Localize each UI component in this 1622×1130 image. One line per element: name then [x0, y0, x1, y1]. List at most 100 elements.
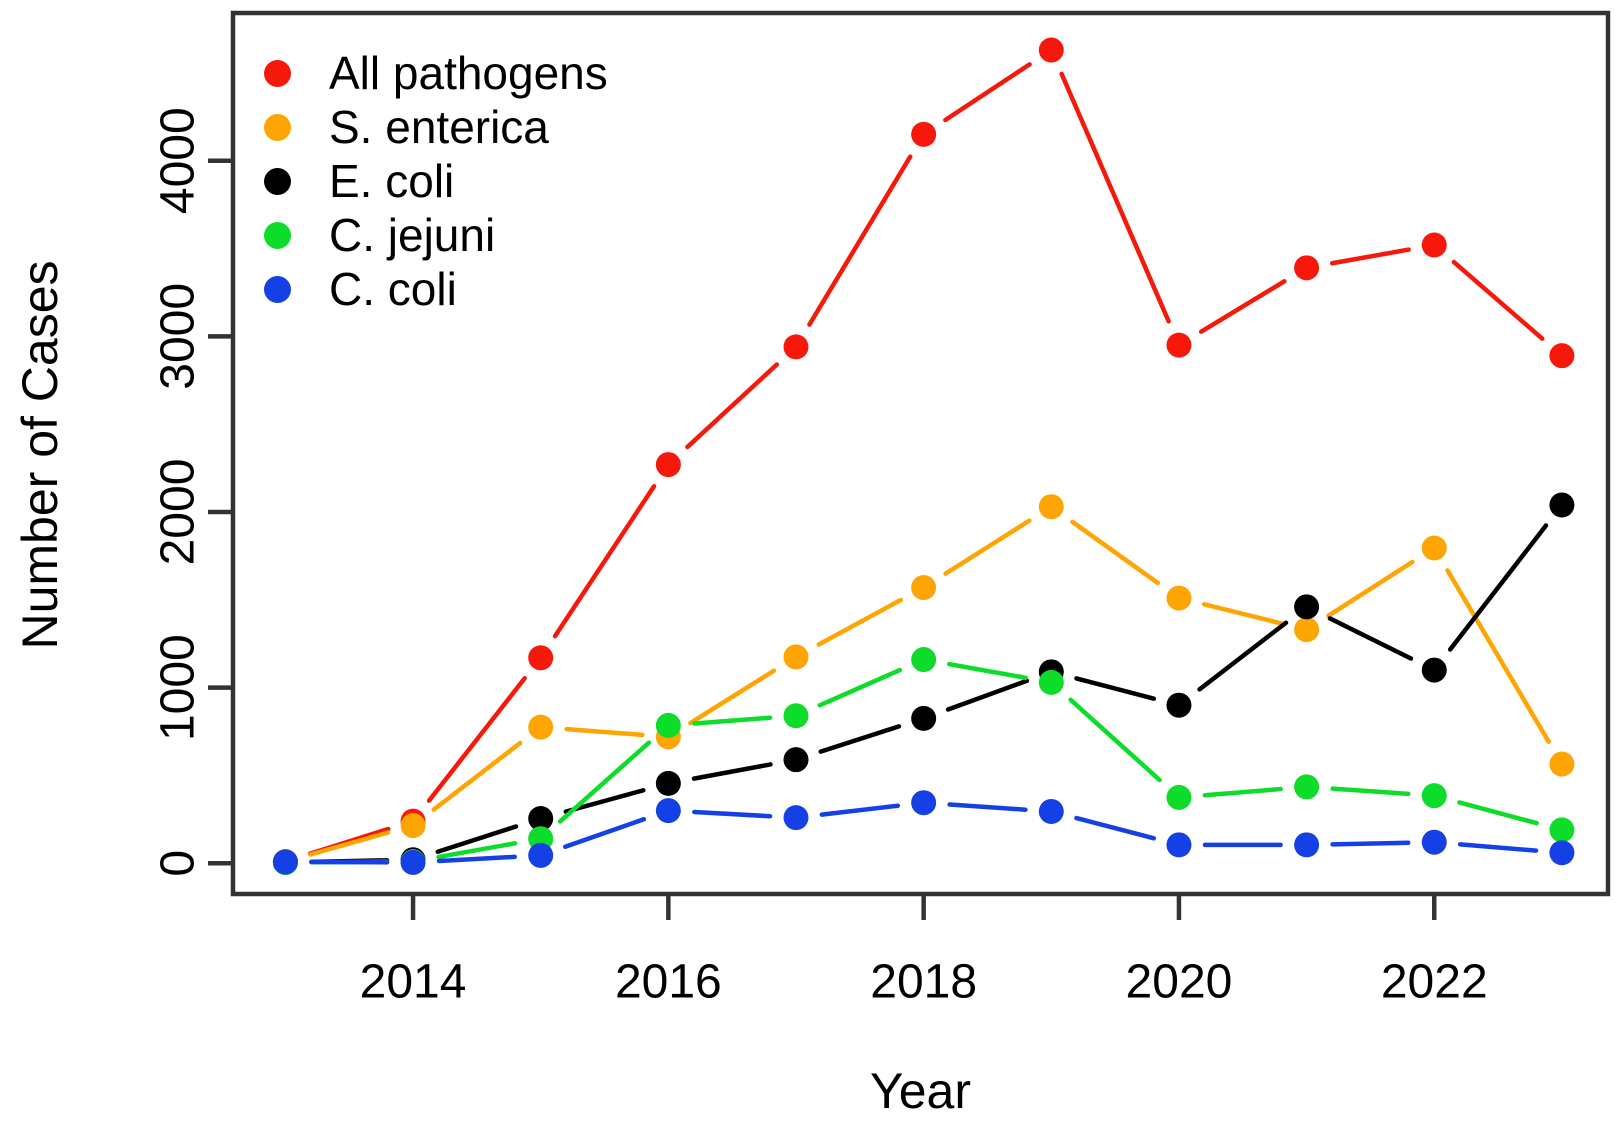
- data-point-marker: [911, 790, 937, 816]
- y-tick-label: 2000: [152, 459, 205, 566]
- data-point-marker: [528, 714, 554, 740]
- legend-item-c-coli: C. coli: [252, 262, 608, 316]
- data-point-marker: [1166, 784, 1192, 810]
- data-point-marker: [1549, 840, 1575, 866]
- data-point-marker: [1038, 798, 1064, 824]
- series-line-segment: [435, 824, 519, 855]
- series-line-segment: [1198, 279, 1287, 334]
- series-line-segment: [807, 154, 913, 327]
- data-point-marker: [1038, 669, 1064, 695]
- plot-frame: [230, 10, 1611, 897]
- series-line-segment: [1201, 602, 1284, 626]
- data-point-marker: [911, 647, 937, 673]
- data-point-marker: [783, 805, 809, 831]
- series-line-segment: [1330, 840, 1411, 847]
- data-point-marker: [1294, 832, 1320, 858]
- legend-label: All pathogens: [329, 47, 608, 99]
- data-point-marker: [1166, 832, 1192, 858]
- data-point-marker: [783, 334, 809, 360]
- data-point-marker: [1294, 255, 1320, 281]
- series-line-segment: [1457, 800, 1540, 826]
- y-tick-label: 4000: [152, 107, 205, 214]
- data-point-marker: [272, 849, 298, 875]
- x-tick-label: 2022: [1381, 956, 1488, 1009]
- series-line-segment: [947, 802, 1028, 812]
- series-line-segment: [691, 762, 773, 781]
- legend-marker-icon: [264, 275, 291, 303]
- series-line-segment: [564, 726, 645, 738]
- legend-item-c-jejuni: C. jejuni: [252, 208, 608, 262]
- legend-label: C. jejuni: [329, 209, 496, 261]
- series-line-segment: [1197, 620, 1289, 692]
- series-line-segment: [1330, 786, 1411, 797]
- x-axis-title: Year: [869, 1063, 972, 1119]
- series-line-segment: [436, 841, 518, 860]
- series-line-segment: [562, 816, 647, 850]
- legend-marker-icon: [264, 59, 291, 87]
- series-line-segment: [945, 678, 1030, 712]
- data-point-marker: [1421, 232, 1447, 258]
- series-line-segment: [1074, 815, 1157, 841]
- data-point-marker: [400, 813, 426, 839]
- data-point-marker: [1294, 774, 1320, 800]
- series-line-segment: [946, 661, 1028, 681]
- y-tick-label: 3000: [152, 283, 205, 390]
- data-point-marker: [1166, 332, 1192, 358]
- series-line-segment: [943, 518, 1032, 576]
- data-point-marker: [911, 575, 937, 601]
- x-tick-label: 2014: [360, 956, 467, 1009]
- data-point-marker: [1294, 594, 1320, 620]
- data-point-marker: [1421, 535, 1447, 561]
- data-point-marker: [655, 452, 681, 478]
- data-point-marker: [1549, 817, 1575, 843]
- data-point-marker: [1549, 343, 1575, 369]
- data-point-marker: [528, 842, 554, 868]
- series-line-segment: [688, 668, 777, 726]
- data-point-marker: [655, 712, 681, 738]
- data-point-marker: [783, 747, 809, 773]
- y-tick-label: 0: [152, 850, 205, 877]
- series-line-segment: [1070, 519, 1161, 586]
- series-line-segment: [1326, 559, 1415, 618]
- data-point-marker: [1549, 492, 1575, 518]
- series-line-segment: [426, 676, 527, 803]
- series-line-segment: [692, 809, 773, 819]
- data-point-marker: [1421, 829, 1447, 855]
- data-point-marker: [1038, 37, 1064, 63]
- series-line-segment: [1059, 71, 1171, 324]
- legend-item-all-pathogens: All pathogens: [252, 46, 608, 100]
- series-line-segment: [563, 788, 646, 814]
- legend: All pathogens S. enterica E. coli C. jej…: [252, 46, 608, 316]
- series-line-segment: [1445, 568, 1551, 744]
- data-point-marker: [911, 121, 937, 147]
- data-point-marker: [911, 705, 937, 731]
- series-line-segment: [1068, 697, 1162, 783]
- data-point-marker: [400, 849, 426, 875]
- series-line-segment: [1447, 523, 1549, 652]
- series-line-segment: [1451, 259, 1545, 341]
- x-tick-label: 2018: [870, 956, 977, 1009]
- series-line-segment: [308, 830, 391, 857]
- data-point-marker: [1421, 657, 1447, 683]
- data-point-marker: [528, 645, 554, 671]
- data-point-marker: [1421, 783, 1447, 809]
- legend-marker-icon: [264, 167, 291, 195]
- series-line-segment: [1329, 247, 1411, 266]
- data-point-marker: [1166, 585, 1192, 611]
- data-point-marker: [1549, 751, 1575, 777]
- series-line-segment: [816, 597, 904, 647]
- series-line-segment: [1074, 676, 1157, 701]
- legend-item-s-enterica: S. enterica: [252, 100, 608, 154]
- series-line-segment: [1327, 616, 1414, 661]
- series-line-segment: [818, 724, 902, 754]
- legend-label: S. enterica: [329, 101, 549, 153]
- series-line-segment: [817, 667, 903, 708]
- data-point-marker: [783, 703, 809, 729]
- data-point-marker: [655, 798, 681, 824]
- x-tick-label: 2016: [615, 956, 722, 1009]
- series-line-segment: [692, 715, 773, 726]
- data-point-marker: [783, 644, 809, 670]
- legend-label: E. coli: [329, 155, 455, 207]
